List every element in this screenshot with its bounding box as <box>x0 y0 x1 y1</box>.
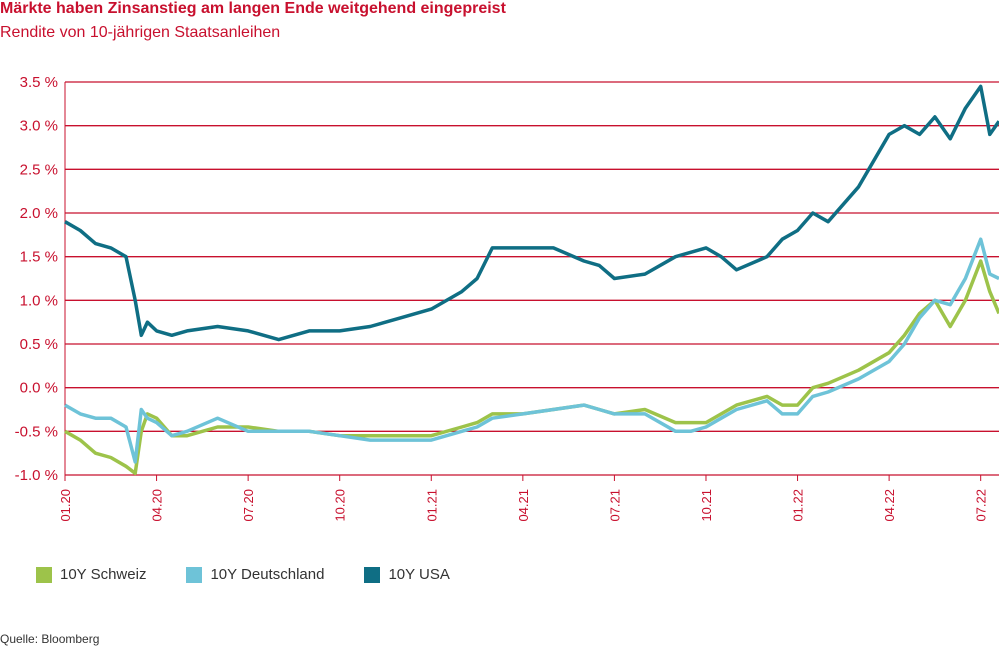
y-tick-label: 2.5 % <box>20 161 58 178</box>
series-line-usa <box>64 84 999 342</box>
series-line-deutschland <box>64 237 999 464</box>
chart-title: Märkte haben Zinsanstieg am langen Ende … <box>0 0 506 17</box>
y-tick-label: 0.5 % <box>20 336 58 353</box>
y-tick-label: 3.0 % <box>20 118 58 135</box>
y-tick-label: 0.0 % <box>20 380 58 397</box>
x-tick-label: 01.21 <box>424 489 439 522</box>
source-note: Quelle: Bloomberg <box>0 632 100 646</box>
x-tick-label: 07.22 <box>974 489 989 522</box>
x-tick-label: 10.21 <box>699 489 714 522</box>
legend-swatch-deutschland <box>186 566 203 583</box>
legend-label-deutschland: 10Y Deutschland <box>210 566 325 583</box>
legend-label-schweiz: 10Y Schweiz <box>60 566 147 583</box>
series-line-schweiz <box>64 259 999 476</box>
x-tick-label: 01.22 <box>791 489 806 522</box>
y-tick-label: -1.0 % <box>15 467 58 484</box>
x-tick-label: 07.20 <box>241 489 256 522</box>
chart: -1.0 % -0.5 % 0.0 % 0.5 % 1.0 % 1.5 % 2.0 % 2.5… <box>15 74 999 522</box>
x-tick-label: 04.20 <box>150 489 165 522</box>
y-tick-label: 1.5 % <box>20 249 58 266</box>
legend-item-schweiz: 10Y Schweiz <box>36 566 146 583</box>
legend-label-usa: 10Y USA <box>388 566 450 583</box>
y-tick-label: 2.0 % <box>20 205 58 222</box>
legend-swatch-schweiz <box>36 566 52 583</box>
y-tick-label: 1.0 % <box>20 292 58 309</box>
legend-item-deutschland: 10Y Deutschland <box>186 566 324 583</box>
x-tick-label: 07.21 <box>607 489 622 522</box>
chart-subtitle: Rendite von 10-jährigen Staatsanleihen <box>0 24 281 41</box>
x-tick-label: 01.20 <box>58 489 73 522</box>
legend-swatch-usa <box>364 566 381 583</box>
y-tick-label: 3.5 % <box>20 74 58 91</box>
legend-item-usa: 10Y USA <box>364 566 450 583</box>
x-tick-label: 04.21 <box>516 489 531 522</box>
x-tick-label: 04.22 <box>882 489 897 522</box>
y-tick-label: -0.5 % <box>15 423 58 440</box>
x-tick-label: 10.20 <box>333 489 348 522</box>
legend: 10Y Schweiz 10Y Deutschland 10Y USA <box>36 566 450 583</box>
